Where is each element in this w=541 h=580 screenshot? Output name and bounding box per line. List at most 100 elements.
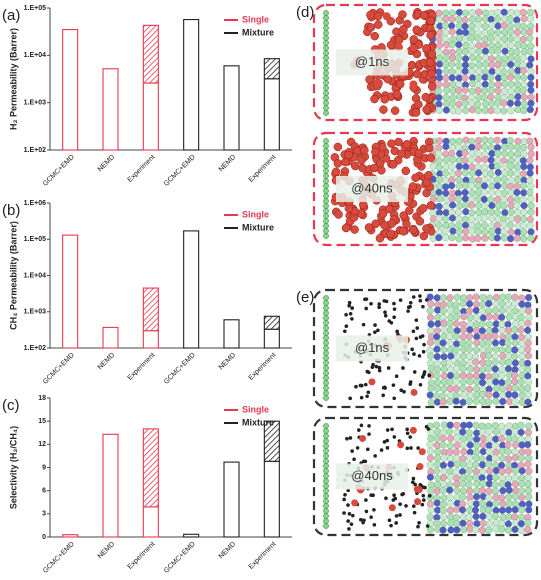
gas-molecule (346, 503, 350, 507)
framework-atom (479, 512, 487, 520)
framework-atom (526, 163, 534, 171)
framework-atom (435, 202, 443, 211)
framework-atom (491, 332, 499, 340)
framework-atom (505, 293, 513, 301)
framework-atom (514, 137, 522, 145)
framework-atom (488, 61, 496, 69)
framework-atom (426, 307, 434, 315)
gas-molecule (405, 446, 410, 451)
framework-atom (487, 73, 495, 82)
gas-molecule (365, 369, 370, 374)
framework-atom (494, 156, 502, 164)
framework-atom (466, 434, 474, 442)
legend-label: Single (242, 404, 269, 414)
framework-atom (426, 391, 434, 399)
framework-atom (465, 352, 474, 360)
gas-molecule (408, 380, 413, 384)
wall-atom (323, 508, 329, 514)
wall-atom (323, 483, 329, 489)
framework-atom (436, 41, 444, 49)
wall-atom (323, 365, 329, 371)
framework-atom (448, 195, 456, 203)
wall-atom (323, 295, 329, 301)
framework-atom (446, 507, 454, 515)
framework-atom (527, 15, 535, 23)
framework-atom (447, 526, 455, 534)
gas-molecule (398, 298, 403, 302)
framework-atom (494, 28, 502, 36)
framework-atom (455, 162, 463, 170)
framework-atom (468, 68, 476, 76)
panel-label: (e) (296, 289, 314, 306)
y-tick-label: 6 (42, 488, 46, 495)
framework-atom (448, 68, 456, 76)
framework-atom (526, 61, 534, 69)
framework-atom (465, 467, 473, 475)
framework-atom (452, 448, 460, 456)
framework-atom (500, 234, 508, 242)
framework-atom (474, 156, 483, 164)
framework-atom (526, 28, 534, 36)
framework-atom (479, 379, 487, 387)
gas-molecule (382, 385, 387, 390)
gas-molecule (366, 10, 375, 20)
framework-atom (442, 54, 450, 62)
framework-atom (442, 106, 451, 114)
framework-atom (513, 28, 522, 36)
framework-atom (435, 87, 443, 95)
framework-atom (511, 384, 519, 392)
framework-atom (512, 441, 520, 449)
x-tick-label: Experiment (248, 154, 278, 184)
framework-atom (520, 215, 528, 223)
framework-atom (468, 9, 476, 17)
framework-atom (501, 150, 509, 158)
framework-atom (478, 327, 486, 335)
framework-atom (446, 434, 455, 443)
framework-atom (511, 513, 519, 521)
wall-atom (323, 153, 329, 159)
framework-atom (439, 339, 447, 347)
gas-molecule (334, 210, 343, 219)
framework-atom (513, 169, 521, 177)
panel-label: (b) (2, 202, 20, 219)
framework-atom (523, 384, 532, 392)
framework-atom (455, 208, 463, 216)
framework-atom (498, 300, 506, 308)
framework-atom (439, 461, 447, 469)
gas-molecule (359, 434, 367, 442)
wall-atom (323, 390, 329, 396)
framework-atom (513, 73, 521, 81)
framework-atom (446, 486, 454, 494)
gas-molecule (364, 509, 369, 514)
framework-atom (466, 300, 474, 308)
framework-atom (485, 320, 493, 328)
framework-atom (453, 421, 461, 429)
framework-atom (524, 365, 532, 373)
framework-atom (429, 209, 437, 217)
framework-atom (435, 175, 443, 183)
wall-atom (323, 433, 329, 439)
framework-atom (492, 428, 500, 436)
wall-atom (323, 208, 329, 214)
framework-atom (527, 73, 535, 81)
gas-molecule (425, 298, 429, 302)
framework-atom (527, 228, 535, 236)
framework-atom (465, 332, 474, 340)
framework-atom (494, 22, 502, 30)
gas-molecule (377, 302, 382, 306)
snapshot: @40ns (312, 131, 539, 247)
framework-atom (500, 8, 508, 16)
wall-atom (323, 513, 329, 519)
framework-atom (468, 28, 476, 36)
gas-molecule (392, 307, 397, 311)
framework-atom (455, 41, 463, 49)
gas-molecule (386, 40, 396, 50)
framework-atom (527, 195, 535, 203)
wall-atom (323, 163, 329, 169)
framework-atom (494, 47, 502, 55)
wall-atom (323, 90, 329, 96)
framework-atom (427, 447, 435, 455)
framework-atom (455, 228, 463, 236)
framework-atom (504, 378, 512, 386)
framework-atom (468, 227, 476, 235)
